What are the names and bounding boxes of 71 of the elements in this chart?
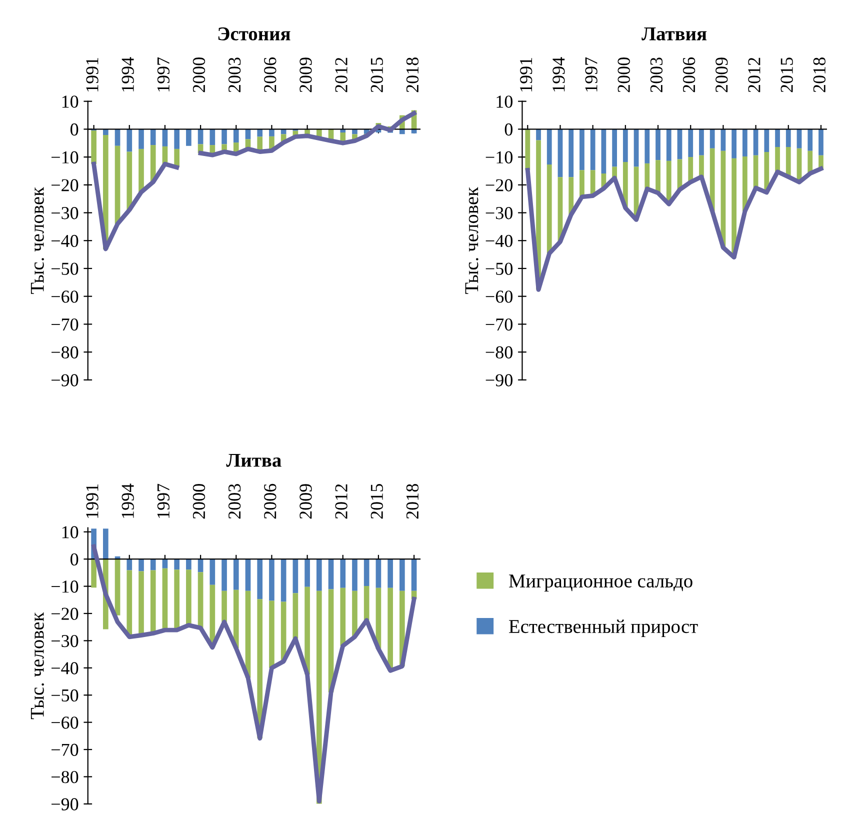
y-tick-label: 10 <box>496 96 512 108</box>
y-tick-label: −20 <box>52 608 78 620</box>
legend-label: Естественный прирост <box>508 620 698 638</box>
y-tick-label: −20 <box>486 179 512 192</box>
y-tick-label: −60 <box>52 716 78 729</box>
y-axis-title: Тыс. человек <box>30 186 44 294</box>
y-tick-label: −80 <box>486 346 512 358</box>
x-tick-label: 1991 <box>86 58 98 92</box>
y-tick-label: −10 <box>486 151 512 164</box>
y-tick-label: −50 <box>52 689 78 702</box>
x-tick-label: 2000 <box>618 58 630 92</box>
y-tick-label: −90 <box>52 798 78 810</box>
y-tick-label: −10 <box>52 580 78 593</box>
x-tick-label: 2003 <box>228 58 241 92</box>
y-tick-label: −60 <box>52 290 78 303</box>
chart-title: Литва <box>226 454 282 467</box>
y-tick-label: −50 <box>52 262 78 275</box>
x-tick-label: 2012 <box>335 58 348 92</box>
x-tick-label: 1997 <box>157 57 170 92</box>
x-tick-label: 2015 <box>370 58 383 92</box>
x-tick-label: 2009 <box>716 58 728 92</box>
y-tick-label: 10 <box>62 96 78 108</box>
x-tick-label: 2003 <box>228 484 241 519</box>
y-tick-label: −80 <box>52 770 78 784</box>
y-tick-label: 0 <box>70 553 78 566</box>
x-tick-label: 2015 <box>780 58 793 92</box>
chart-title: Эстония <box>218 27 290 40</box>
y-tick-label: −20 <box>52 179 78 192</box>
x-tick-label: 2018 <box>406 484 419 519</box>
x-tick-label: 2009 <box>300 484 312 519</box>
x-tick-label: 1991 <box>86 484 98 518</box>
y-tick-label: −80 <box>52 346 78 358</box>
y-tick-label: −60 <box>486 290 512 303</box>
x-tick-label: 2000 <box>192 484 206 519</box>
y-tick-label: −40 <box>486 234 512 248</box>
y-tick-label: −30 <box>52 634 78 648</box>
y-tick-label: −70 <box>52 318 78 331</box>
legend-label: Миграционное сальдо <box>508 574 692 592</box>
x-tick-label: 1997 <box>585 57 598 92</box>
x-tick-label: 2015 <box>370 484 383 519</box>
chart-title: Латвия <box>642 27 707 40</box>
x-tick-label: 2000 <box>192 58 206 92</box>
y-tick-label: −70 <box>52 744 78 756</box>
x-tick-label: 1991 <box>520 58 532 92</box>
x-tick-label: 2009 <box>300 58 312 92</box>
x-tick-label: 2012 <box>335 484 348 519</box>
y-axis-title: Тыс. человек <box>30 612 44 720</box>
y-tick-label: 0 <box>504 123 512 136</box>
y-tick-label: 10 <box>62 526 78 538</box>
x-tick-label: 2003 <box>650 58 663 92</box>
x-tick-label: 1994 <box>552 57 565 92</box>
y-tick-label: −50 <box>486 262 512 275</box>
y-tick-label: −40 <box>52 662 78 674</box>
x-tick-label: 1994 <box>122 484 134 518</box>
x-tick-label: 2018 <box>813 58 826 92</box>
x-tick-label: 2006 <box>264 57 276 92</box>
x-tick-label: 1997 <box>157 484 170 518</box>
x-tick-label: 2018 <box>406 58 419 92</box>
x-tick-label: 1994 <box>122 57 134 92</box>
y-tick-label: −90 <box>52 374 78 386</box>
y-tick-label: −30 <box>486 207 512 220</box>
y-tick-label: 0 <box>70 123 78 136</box>
y-tick-label: −30 <box>52 207 78 220</box>
y-tick-label: −10 <box>52 151 78 164</box>
y-tick-label: −90 <box>486 374 512 386</box>
x-tick-label: 2012 <box>748 58 760 92</box>
x-tick-label: 2006 <box>264 484 276 519</box>
x-tick-label: 2006 <box>682 57 696 92</box>
y-tick-label: −40 <box>52 234 78 248</box>
y-axis-title: Тыс. человек <box>465 186 478 294</box>
y-tick-label: −70 <box>486 318 512 331</box>
